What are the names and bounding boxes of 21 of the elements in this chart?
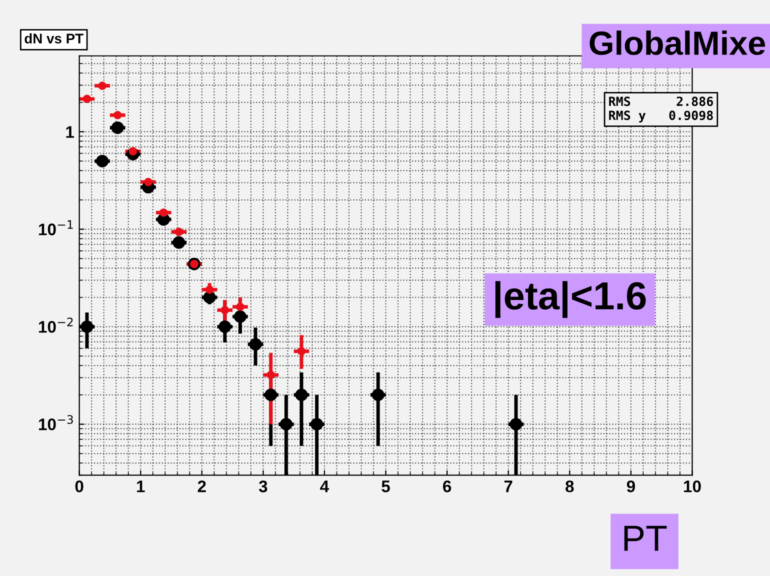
annotation: RMS y 0.9098 bbox=[609, 110, 713, 122]
x-tick-label: 7 bbox=[504, 480, 512, 492]
y-tick-label: 1 bbox=[66, 126, 74, 138]
x-tick-label: 8 bbox=[566, 480, 574, 492]
x-tick-label: 9 bbox=[626, 480, 635, 492]
x-tick-label: 4 bbox=[320, 480, 330, 492]
x-tick-label: 6 bbox=[443, 480, 452, 492]
text: GlobalMixe bbox=[590, 30, 766, 56]
x-tick-label: 0 bbox=[75, 480, 84, 492]
x-tick-label: 10 bbox=[684, 480, 701, 492]
x-axis-title: PT bbox=[624, 526, 667, 551]
x-tick-label: 3 bbox=[258, 480, 268, 492]
x-tick-label: 5 bbox=[382, 480, 390, 492]
y-tick-label: 10$^{−3}$ bbox=[39, 415, 73, 430]
x-tick-label: 2 bbox=[198, 480, 206, 492]
chart-title: dN vs PT bbox=[24, 33, 84, 44]
annotation: |eta|<1.6 bbox=[495, 281, 646, 318]
y-tick-label: 10$^{−1}$ bbox=[39, 220, 73, 236]
y-tick-label: 10$^{−2}$ bbox=[39, 318, 73, 333]
annotation: RMS 2.886 bbox=[609, 96, 713, 106]
x-tick-label: 1 bbox=[137, 480, 145, 492]
